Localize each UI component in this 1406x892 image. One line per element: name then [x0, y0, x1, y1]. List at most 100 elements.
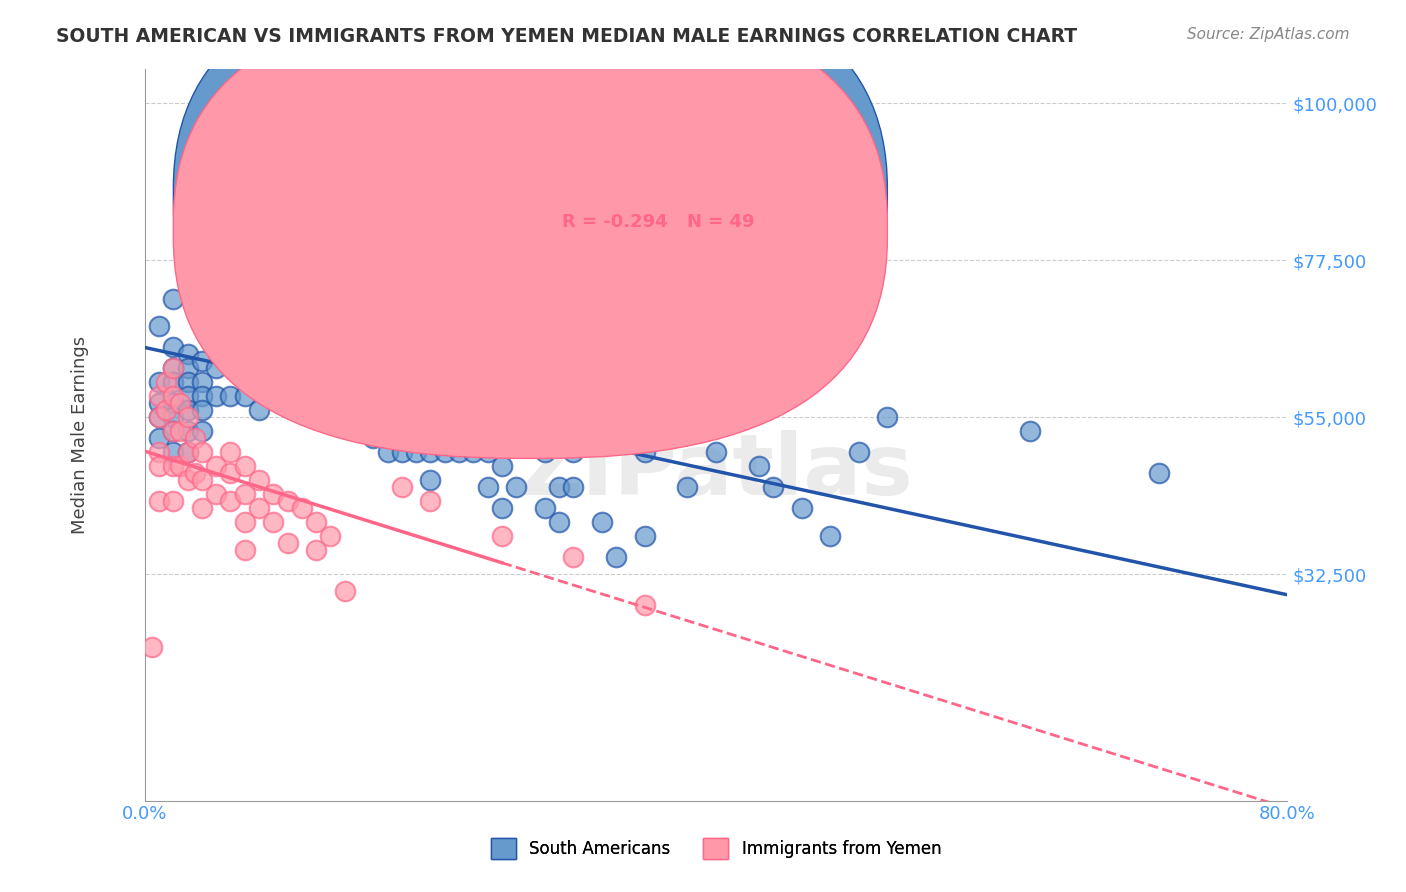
Point [477, 480, 499, 494]
Point [162, 340, 184, 354]
Point [205, 458, 228, 473]
Point [247, 277, 270, 292]
Point [305, 389, 328, 403]
Point [162, 493, 184, 508]
Point [319, 396, 342, 410]
Text: R = -0.056: R = -0.056 [562, 180, 668, 198]
Point [191, 500, 214, 515]
Point [391, 480, 413, 494]
Point [219, 389, 242, 403]
Point [347, 361, 370, 376]
Point [191, 389, 214, 403]
Point [1019, 424, 1042, 438]
Y-axis label: Median Male Earnings: Median Male Earnings [72, 335, 89, 533]
Point [219, 466, 242, 480]
Point [233, 515, 256, 529]
Point [262, 292, 284, 306]
Text: ZIPatlas: ZIPatlas [519, 430, 912, 513]
Point [247, 376, 270, 390]
Point [633, 529, 655, 543]
Point [176, 410, 198, 425]
Point [876, 410, 898, 425]
Point [433, 389, 456, 403]
Point [205, 361, 228, 376]
Point [291, 500, 314, 515]
Point [377, 410, 399, 425]
Point [277, 263, 299, 277]
Point [291, 340, 314, 354]
Point [477, 445, 499, 459]
Point [148, 431, 170, 445]
Point [319, 334, 342, 348]
Point [818, 529, 841, 543]
Point [377, 445, 399, 459]
Point [233, 292, 256, 306]
Point [433, 445, 456, 459]
Point [176, 424, 198, 438]
Point [305, 515, 328, 529]
Point [155, 376, 177, 390]
Point [219, 222, 242, 236]
Point [162, 424, 184, 438]
Point [533, 445, 555, 459]
Point [247, 473, 270, 487]
FancyBboxPatch shape [173, 1, 887, 458]
Point [591, 515, 613, 529]
Point [162, 292, 184, 306]
Text: N = 49: N = 49 [688, 213, 755, 231]
Point [205, 270, 228, 285]
Point [148, 389, 170, 403]
Point [162, 361, 184, 376]
Point [233, 458, 256, 473]
Point [277, 361, 299, 376]
Point [247, 340, 270, 354]
Point [405, 445, 427, 459]
Point [277, 292, 299, 306]
Point [447, 410, 470, 425]
Point [491, 458, 513, 473]
Point [790, 500, 813, 515]
Point [1147, 466, 1170, 480]
Point [191, 376, 214, 390]
Point [176, 445, 198, 459]
Point [162, 361, 184, 376]
Point [141, 640, 163, 655]
Point [848, 445, 870, 459]
Point [233, 487, 256, 501]
Point [277, 340, 299, 354]
Point [162, 376, 184, 390]
Text: N = 112: N = 112 [688, 180, 768, 198]
Point [219, 319, 242, 334]
Point [219, 354, 242, 368]
Point [184, 466, 207, 480]
Point [155, 403, 177, 417]
Point [676, 480, 699, 494]
Point [277, 493, 299, 508]
Point [233, 542, 256, 557]
Point [505, 480, 527, 494]
Point [191, 403, 214, 417]
Point [548, 480, 571, 494]
Point [169, 424, 191, 438]
Point [605, 549, 627, 564]
Point [361, 389, 384, 403]
Point [319, 361, 342, 376]
Point [219, 292, 242, 306]
Point [205, 292, 228, 306]
Point [319, 529, 342, 543]
Point [148, 410, 170, 425]
Point [176, 347, 198, 361]
Point [548, 515, 571, 529]
Point [361, 431, 384, 445]
Point [169, 396, 191, 410]
Point [176, 389, 198, 403]
Point [205, 487, 228, 501]
Point [205, 389, 228, 403]
Point [463, 445, 485, 459]
Point [762, 480, 785, 494]
Point [205, 235, 228, 250]
Text: SOUTH AMERICAN VS IMMIGRANTS FROM YEMEN MEDIAN MALE EARNINGS CORRELATION CHART: SOUTH AMERICAN VS IMMIGRANTS FROM YEMEN … [56, 27, 1077, 45]
Point [176, 445, 198, 459]
Point [419, 473, 441, 487]
Point [184, 431, 207, 445]
